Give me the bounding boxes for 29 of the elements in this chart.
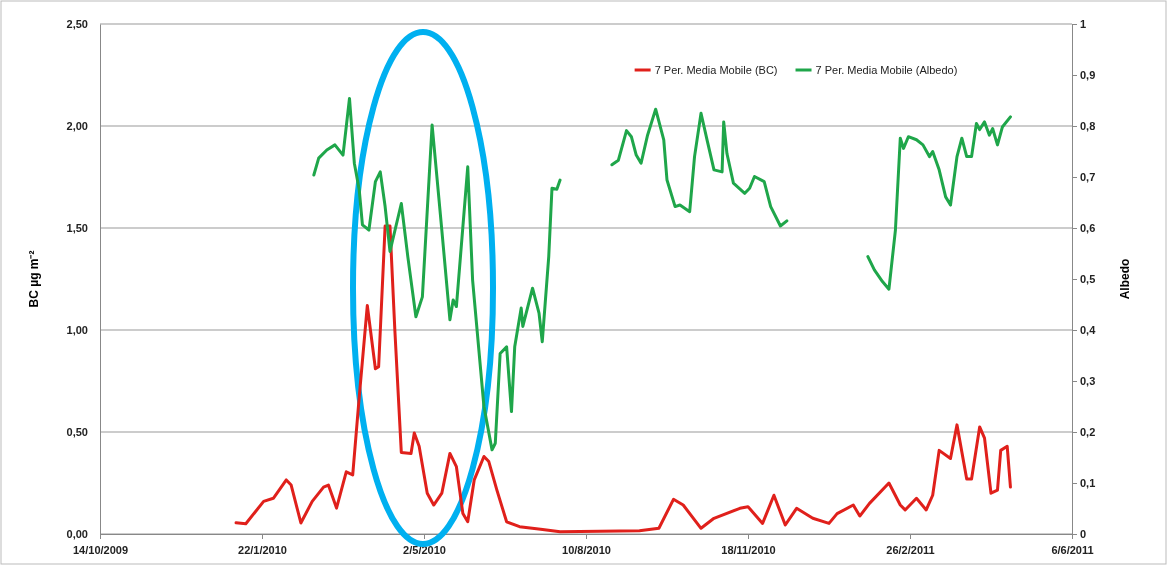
y2-tick-label: 0,7	[1080, 171, 1096, 184]
y2-tick-label: 0,6	[1080, 222, 1096, 235]
legend-label: 7 Per. Media Mobile (Albedo)	[815, 64, 958, 76]
y2-tick-label: 0,1	[1080, 477, 1096, 490]
y-axis-title: BC µg m⁻²	[27, 250, 41, 308]
y2-tick-label: 0,2	[1080, 426, 1096, 439]
x-tick-label: 22/1/2010	[238, 544, 287, 557]
y2-tick-label: 0,3	[1080, 375, 1096, 388]
line-series	[234, 224, 1012, 534]
x-tick-label: 26/2/2011	[886, 544, 935, 557]
x-tick-label: 2/5/2010	[403, 544, 446, 557]
y-tick-label: 1,00	[66, 324, 88, 337]
y-tick-label: 2,50	[66, 18, 88, 31]
x-tick-label: 6/6/2011	[1051, 544, 1094, 557]
x-tick-label: 18/11/2010	[721, 544, 776, 557]
y-tick-label: 0,00	[66, 528, 88, 541]
y2-tick-label: 0,5	[1080, 273, 1096, 286]
y2-tick-label: 0,4	[1080, 324, 1097, 337]
y2-tick-label: 0,8	[1080, 120, 1096, 133]
x-tick-label: 10/8/2010	[562, 544, 611, 557]
y-tick-label: 0,50	[66, 426, 88, 439]
y2-tick-label: 0	[1080, 528, 1087, 541]
y2-axis-title: Albedo	[1118, 258, 1132, 300]
y-tick-label: 1,50	[66, 222, 88, 235]
y2-tick-label: 0,9	[1080, 69, 1096, 82]
y-tick-label: 2,00	[66, 120, 88, 133]
x-tick-label: 14/10/2009	[72, 544, 129, 557]
y2-tick-label: 1	[1080, 18, 1087, 31]
legend-label: 7 Per. Media Mobile (BC)	[654, 64, 778, 76]
